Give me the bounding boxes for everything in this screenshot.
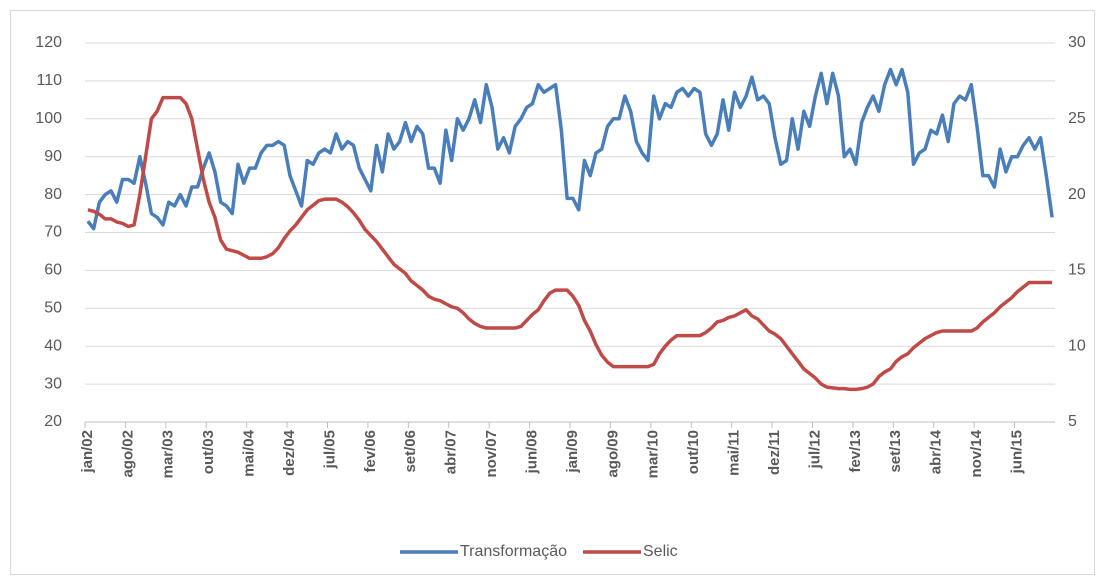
y-tick-label: 100 [35, 110, 62, 127]
x-tick-label: out/10 [685, 430, 702, 474]
y2-tick-label: 5 [1068, 413, 1077, 430]
y2-tick-label: 10 [1068, 337, 1086, 354]
x-tick-label: dez/04 [281, 429, 298, 476]
series-line [87, 95, 1053, 392]
x-tick-label: jan/09 [564, 430, 581, 474]
x-tick-label: jul/05 [321, 430, 338, 469]
legend-label: Selic [643, 543, 678, 560]
legend-label: Transformação [460, 543, 567, 560]
x-tick-label: nov/07 [483, 430, 500, 478]
y2-tick-label: 15 [1068, 262, 1086, 279]
x-tick-label: dez/11 [766, 430, 783, 475]
y2-tick-label: 20 [1068, 186, 1086, 203]
y2-tick-label: 30 [1068, 34, 1086, 51]
y-tick-label: 90 [44, 148, 62, 165]
y-tick-label: 40 [44, 337, 62, 354]
x-tick-label: jun/08 [523, 430, 540, 474]
y2-tick-label: 25 [1068, 110, 1086, 127]
x-tick-label: mai/11 [726, 430, 743, 476]
y-tick-label: 80 [44, 186, 62, 203]
y-tick-label: 110 [36, 72, 62, 89]
x-tick-label: out/03 [200, 430, 217, 474]
x-tick-label: jun/15 [1008, 430, 1025, 474]
series-line [86, 67, 1054, 231]
y-tick-label: 20 [44, 413, 62, 430]
y-tick-label: 60 [44, 262, 62, 279]
x-tick-label: jan/02 [79, 430, 96, 474]
x-tick-label: abr/14 [928, 429, 945, 474]
x-tick-label: ago/09 [604, 430, 621, 478]
y-tick-label: 50 [44, 300, 62, 317]
x-tick-label: fev/13 [847, 430, 864, 473]
y-tick-label: 120 [35, 34, 62, 51]
y-tick-label: 70 [44, 224, 62, 241]
x-tick-label: mar/03 [160, 430, 177, 478]
x-tick-label: set/06 [402, 430, 419, 473]
x-tick-label: jul/12 [806, 430, 823, 469]
y-tick-label: 30 [44, 375, 62, 392]
x-tick-label: nov/14 [968, 429, 985, 477]
x-tick-label: set/13 [887, 430, 904, 473]
x-tick-label: abr/07 [443, 430, 460, 474]
x-tick-label: mar/10 [645, 430, 662, 478]
x-tick-label: mai/04 [241, 429, 258, 476]
x-tick-label: fev/06 [362, 430, 379, 473]
x-tick-label: ago/02 [119, 430, 136, 478]
